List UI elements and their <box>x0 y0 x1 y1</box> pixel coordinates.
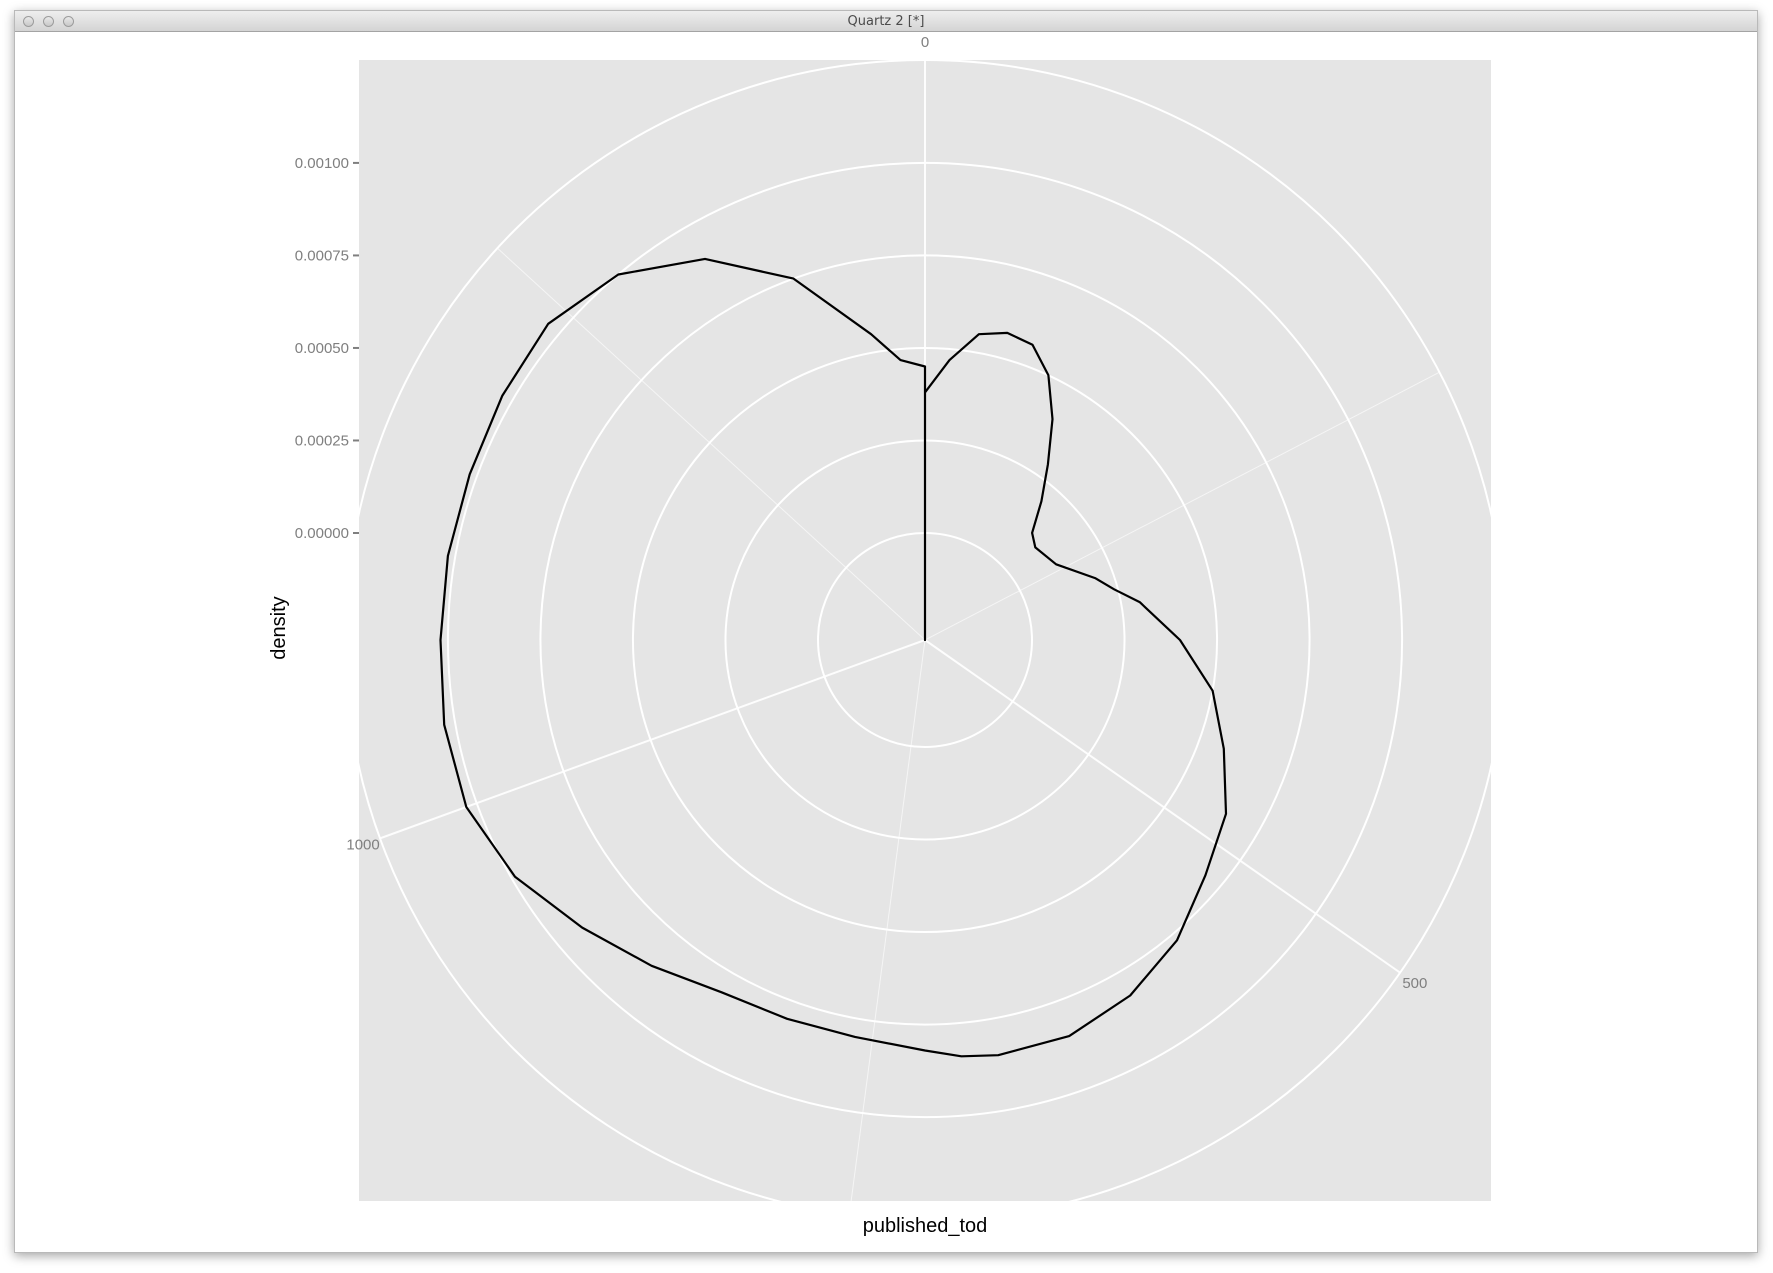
quartz-window: Quartz 2 [*] 0 500 1000 0.00000 0.00025 0.000… <box>14 10 1758 1253</box>
angular-gridline <box>497 247 926 641</box>
angle-tick-label: 500 <box>1402 975 1427 992</box>
angular-gridline <box>379 639 926 840</box>
zoom-window-button[interactable] <box>63 16 74 27</box>
title-bar[interactable]: Quartz 2 [*] <box>15 11 1757 32</box>
angle-tick-label: 0 <box>921 34 929 51</box>
plot-area: 0 500 1000 0.00000 0.00025 0.00050 0.00075 0.00… <box>15 32 1759 1254</box>
angular-gridline <box>924 639 1401 974</box>
y-tick-label: 0.00050 <box>295 340 349 357</box>
polar-density-chart: 0 500 1000 0.00000 0.00025 0.00050 0.00075 0.00… <box>268 34 1506 1237</box>
minimize-window-button[interactable] <box>43 16 54 27</box>
angular-gridline <box>924 371 1440 641</box>
density-curve <box>439 257 1228 1058</box>
y-tick-label: 0.00025 <box>295 432 349 449</box>
angle-tick-label: 1000 <box>346 837 379 854</box>
y-tick-label: 0.00000 <box>295 525 349 542</box>
window-title: Quartz 2 [*] <box>847 14 925 29</box>
y-tick-label: 0.00100 <box>295 155 349 172</box>
close-window-button[interactable] <box>23 16 34 27</box>
angular-gridline <box>848 639 926 1216</box>
y-axis-label: density <box>268 596 290 659</box>
y-tick-label: 0.00075 <box>295 247 349 264</box>
x-axis-label: published_tod <box>863 1215 988 1237</box>
